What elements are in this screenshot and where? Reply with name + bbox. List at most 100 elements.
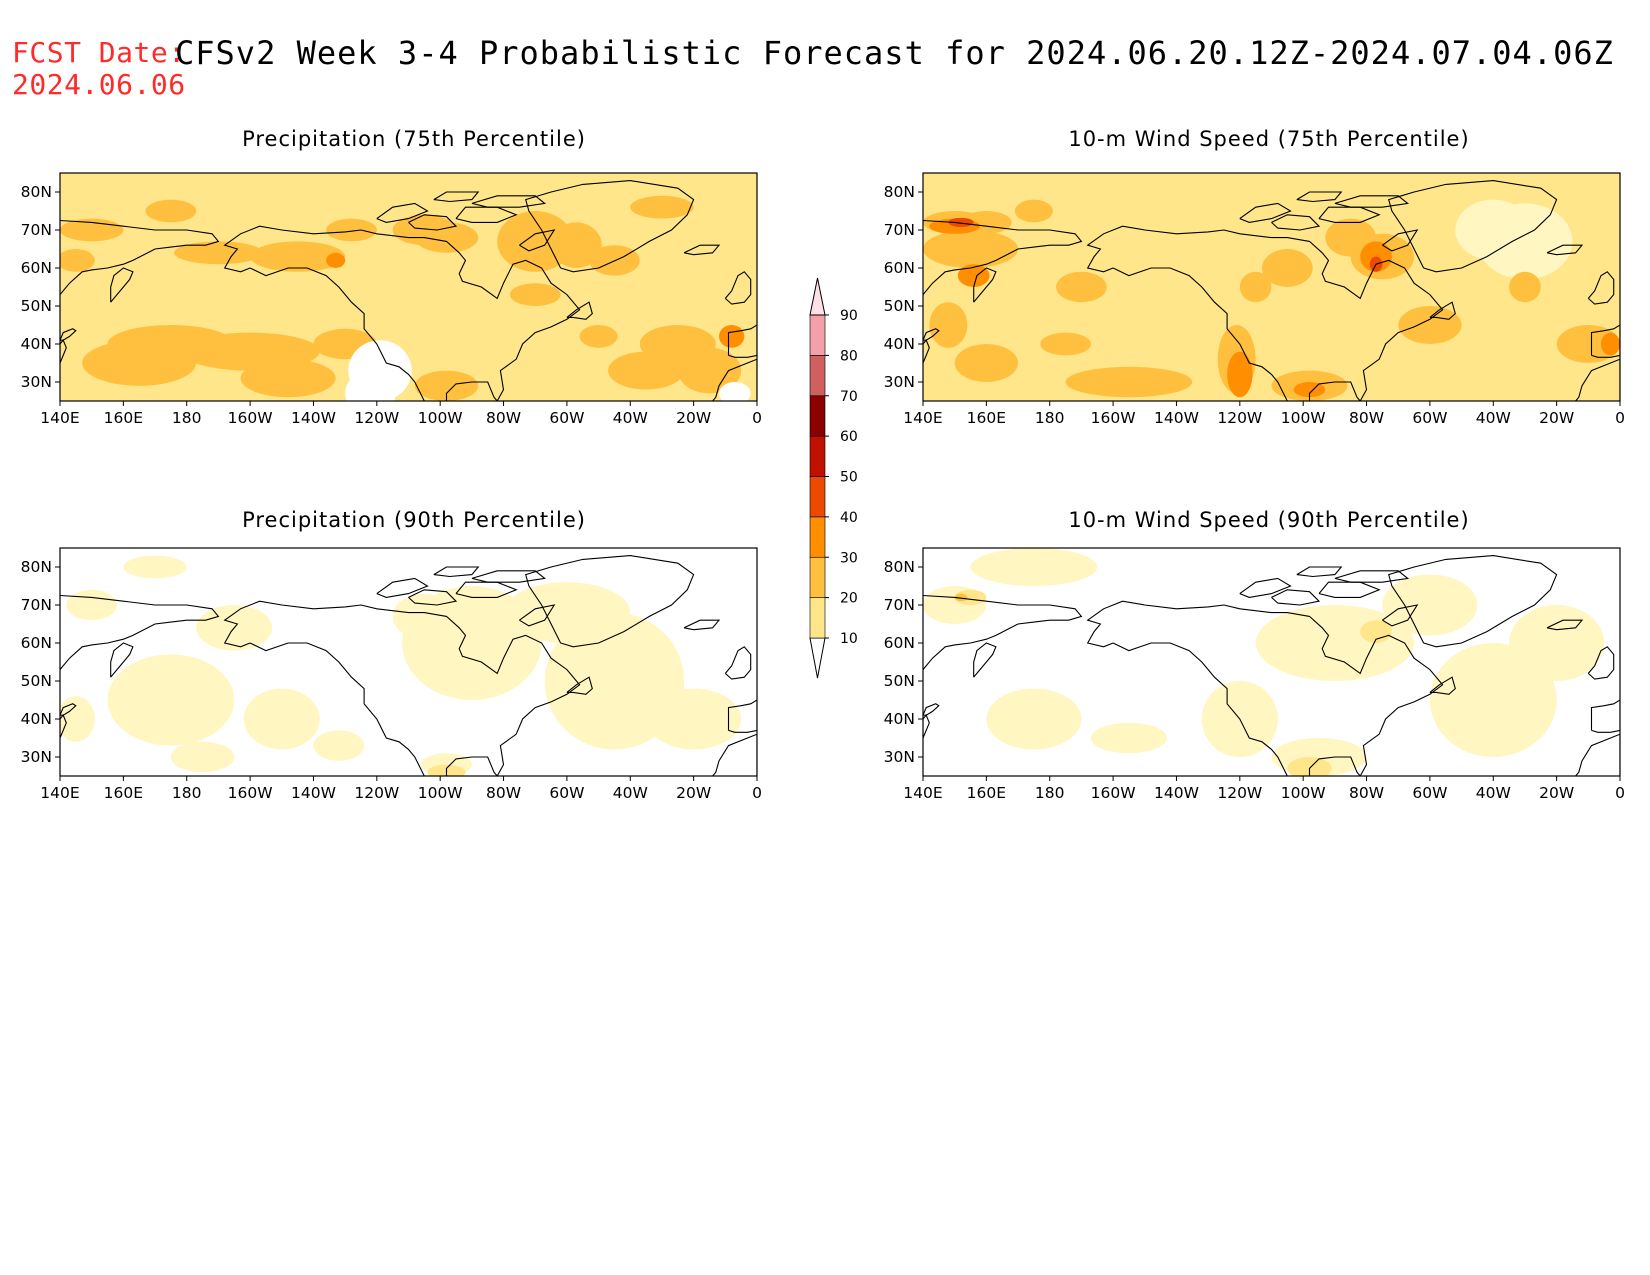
- probability-area: [145, 199, 197, 223]
- probability-area: [1509, 605, 1605, 681]
- lat-label: 70N: [21, 221, 52, 239]
- probability-area: [66, 589, 118, 621]
- lon-label: 160E: [967, 784, 1006, 802]
- coastline: [1086, 225, 1444, 401]
- coastline: [376, 577, 429, 598]
- coastline: [455, 206, 518, 223]
- coastline: [408, 589, 458, 606]
- colorbar-segment: [809, 597, 826, 639]
- colorbar-low-triangle: [809, 637, 826, 679]
- lon-label: 140W: [1154, 784, 1199, 802]
- coastline: [1296, 191, 1343, 203]
- lon-label: 180: [1035, 409, 1065, 427]
- lon-label: 40W: [1476, 784, 1511, 802]
- panel-title-precip75: Precipitation (75th Percentile): [242, 127, 586, 151]
- coastline: [433, 566, 480, 578]
- coastline: [1334, 195, 1410, 208]
- probability-area: [503, 582, 631, 643]
- probability-area: [957, 264, 990, 287]
- probability-area: [986, 688, 1082, 750]
- probability-area: [509, 283, 561, 306]
- coastline: [683, 619, 721, 631]
- map-frame: [922, 172, 1621, 402]
- probability-area: [1398, 306, 1462, 344]
- colorbar-segment: [809, 476, 826, 518]
- coastline: [60, 594, 220, 670]
- coastline: [1382, 229, 1419, 252]
- lat-label: 80N: [21, 183, 52, 201]
- lon-label: 160W: [228, 784, 273, 802]
- coastline: [923, 339, 930, 364]
- probability-area: [1065, 366, 1193, 398]
- coastline: [471, 195, 547, 208]
- colorbar-segment: [809, 314, 826, 356]
- lat-label: 50N: [21, 297, 52, 315]
- lat-label: 50N: [884, 297, 915, 315]
- probability-area: [1239, 271, 1272, 303]
- map-frame: [59, 172, 758, 402]
- coastline: [525, 555, 695, 648]
- probability-area: [1261, 249, 1313, 287]
- lon-label: 180: [172, 784, 202, 802]
- lon-label: 20W: [676, 409, 711, 427]
- lat-label: 40N: [884, 710, 915, 728]
- coastline: [60, 339, 67, 364]
- probability-area: [954, 344, 1019, 382]
- probability-area: [551, 222, 602, 268]
- lon-label: 160W: [1091, 784, 1136, 802]
- probability-area: [1325, 218, 1377, 257]
- coastline: [1574, 358, 1620, 401]
- lat-label: 40N: [21, 335, 52, 353]
- probability-area: [82, 340, 197, 386]
- figure-title: CFSv2 Week 3-4 Probabilistic Forecast fo…: [175, 34, 1614, 72]
- low-probability-area: [345, 370, 396, 401]
- probability-area: [1227, 351, 1253, 398]
- lon-label: 0: [1615, 409, 1625, 427]
- coastline: [1318, 206, 1381, 223]
- map-field-wind75: [923, 173, 1620, 401]
- lat-label: 30N: [21, 373, 52, 391]
- coastline: [519, 604, 556, 627]
- lat-label: 80N: [21, 558, 52, 576]
- low-probability-area: [718, 382, 751, 401]
- probability-area: [608, 351, 685, 390]
- coastline: [60, 714, 67, 739]
- coastline: [566, 676, 593, 695]
- coastline: [727, 699, 757, 733]
- colorbar-segment: [809, 355, 826, 397]
- lat-label: 60N: [21, 634, 52, 652]
- lat-label: 60N: [884, 259, 915, 277]
- coastline: [1271, 214, 1321, 231]
- colorbar-label: 50: [840, 470, 858, 486]
- lon-label: 160E: [104, 784, 143, 802]
- probability-area: [313, 730, 365, 761]
- lon-label: 120W: [354, 784, 399, 802]
- lon-label: 140E: [40, 784, 79, 802]
- probability-area: [1600, 332, 1620, 356]
- lon-label: 120W: [354, 409, 399, 427]
- probability-area: [60, 696, 95, 742]
- coastline: [110, 642, 134, 678]
- lat-label: 80N: [884, 183, 915, 201]
- lat-label: 80N: [884, 558, 915, 576]
- lat-label: 70N: [884, 221, 915, 239]
- lon-label: 60W: [1412, 409, 1447, 427]
- colorbar-segment: [809, 556, 826, 598]
- probability-area: [1287, 757, 1332, 776]
- lon-label: 160E: [104, 409, 143, 427]
- colorbar-high-triangle: [809, 277, 826, 316]
- probability-area: [240, 359, 336, 398]
- coastline: [376, 202, 429, 223]
- probability-area: [250, 241, 346, 272]
- lat-label: 30N: [21, 748, 52, 766]
- probability-area: [1360, 241, 1392, 272]
- lon-label: 180: [172, 409, 202, 427]
- colorbar-label: 70: [840, 389, 858, 405]
- probability-area: [170, 741, 235, 773]
- coastline: [711, 733, 757, 776]
- lon-label: 0: [752, 784, 762, 802]
- probability-area: [1056, 271, 1107, 303]
- coastline: [923, 594, 1083, 670]
- lon-label: 160E: [967, 409, 1006, 427]
- coastline: [525, 180, 695, 273]
